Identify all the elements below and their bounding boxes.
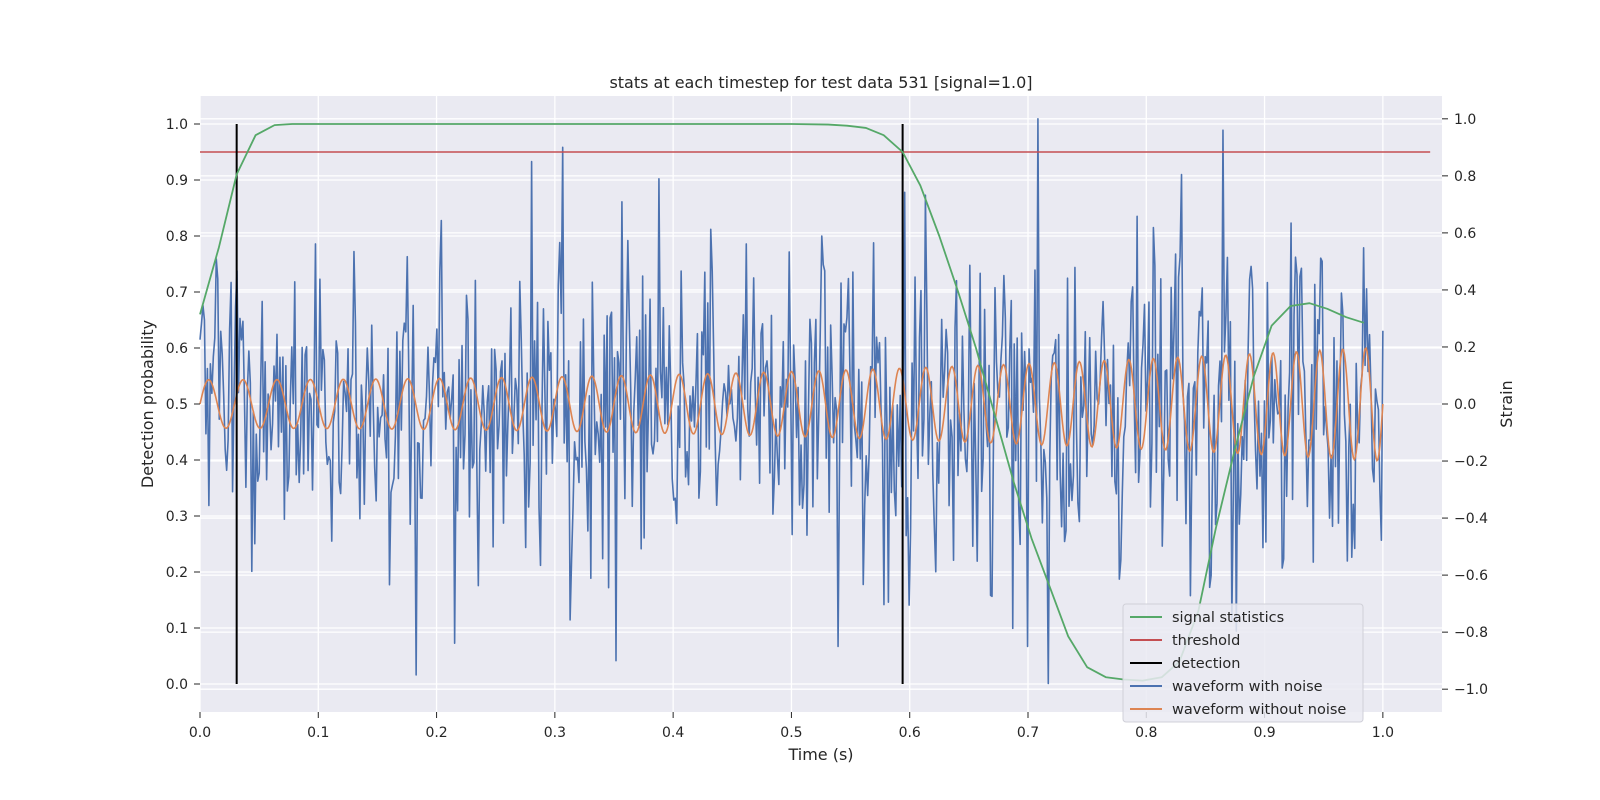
x-tick-label: 0.1 [307,725,329,741]
y-left-tick-label: 1.0 [166,117,188,133]
x-tick-label: 0.7 [1017,725,1039,741]
x-tick-label: 0.5 [780,725,802,741]
x-tick-label: 0.2 [425,725,447,741]
series-waveform-without-noise [199,346,1384,463]
legend-label-detection: detection [1172,656,1240,672]
y-right-tick-label: −0.8 [1454,625,1488,641]
x-tick-label: 0.6 [899,725,921,741]
y-right-tick-label: 0.8 [1454,169,1476,185]
y-left-tick-label: 0.7 [166,285,188,301]
x-axis-label: Time (s) [787,745,853,764]
y-left-tick-label: 0.1 [166,621,188,637]
legend-label-waveform-with-noise: waveform with noise [1172,679,1323,695]
y-left-tick-label: 0.4 [166,453,188,469]
legend: signal statistics threshold detection wa… [1122,603,1364,723]
x-tick-label: 0.3 [544,725,566,741]
y-left-tick-label: 0.0 [166,677,188,693]
legend-label-waveform-without-noise: waveform without noise [1172,702,1346,718]
y-right-tick-label: 0.6 [1454,226,1476,242]
y-right-tick-label: 1.0 [1454,112,1476,128]
y-right-tick-label: −1.0 [1454,682,1488,698]
y-right-tick-label: 0.4 [1454,283,1476,299]
y-left-tick-label: 0.6 [166,341,188,357]
series-waveform-with-noise [199,118,1384,685]
x-tick-label: 0.0 [189,725,211,741]
y-left-tick-label: 0.2 [166,565,188,581]
x-tick-label: 0.8 [1135,725,1157,741]
y-axis-right-label: Strain [1497,380,1516,427]
y-right-tick-label: −0.4 [1454,511,1488,527]
y-left-tick-label: 0.9 [166,173,188,189]
y-right-tick-label: 0.2 [1454,340,1476,356]
y-left-tick-label: 0.5 [166,397,188,413]
legend-label-signal-statistics: signal statistics [1172,610,1284,626]
series-signal-statistics [199,123,1365,682]
legend-label-threshold: threshold [1172,633,1240,649]
y-right-tick-label: −0.2 [1454,454,1488,470]
x-tick-label: 0.4 [662,725,684,741]
series-layer [199,118,1431,685]
x-tick-label: 1.0 [1372,725,1394,741]
y-right-tick-label: −0.6 [1454,568,1488,584]
ticks-layer: 0.0 0.1 0.2 0.3 0.4 0.5 0.6 0.7 0.8 0.9 1.0 0.0 0.1 0… [166,112,1488,741]
y-axis-left-label: Detection probability [138,320,157,488]
y-right-tick-label: 0.0 [1454,397,1476,413]
y-left-tick-label: 0.3 [166,509,188,525]
chart-title: stats at each timestep for test data 531… [609,73,1032,92]
x-tick-label: 0.9 [1253,725,1275,741]
legend-box [1122,603,1364,723]
y-left-tick-label: 0.8 [166,229,188,245]
